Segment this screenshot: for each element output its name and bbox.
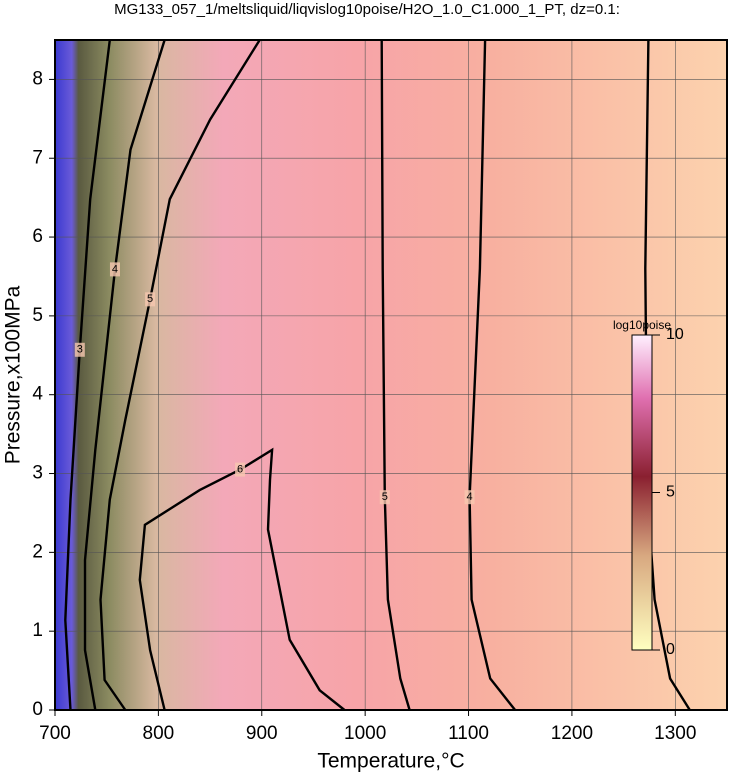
y-tick-label: 1 — [32, 620, 43, 641]
contour-line — [138, 447, 346, 711]
contour-label: 3 — [77, 344, 83, 356]
y-tick-label: 4 — [32, 384, 43, 405]
y-tick-label: 8 — [32, 68, 43, 89]
contour-label-bg — [74, 342, 85, 357]
contour-label-bg — [235, 462, 246, 477]
contour-label-bg — [464, 490, 475, 505]
x-tick-label: 1200 — [551, 723, 593, 744]
y-tick-label: 3 — [32, 463, 43, 484]
y-tick-label: 6 — [32, 226, 43, 247]
contour-label-bg — [379, 490, 390, 505]
contour-label-bg — [145, 292, 156, 307]
frame — [54, 39, 728, 711]
colorbar-tick-label: 0 — [666, 641, 675, 658]
contour-line — [380, 39, 411, 711]
contour-label-bg — [109, 262, 120, 277]
colorbar-tick-label: 10 — [666, 326, 684, 343]
y-axis-label: Pressure,x100MPa — [2, 285, 25, 464]
contour-label: 5 — [147, 293, 153, 305]
colorbar — [631, 334, 653, 651]
field — [55, 40, 727, 710]
contour-label: 6 — [237, 463, 243, 475]
colorbar-tick-label: 5 — [666, 484, 675, 501]
x-tick-label: 900 — [246, 723, 278, 744]
x-tick-label: 700 — [39, 723, 71, 744]
contour-label: 4 — [112, 263, 118, 275]
contour-line — [468, 39, 517, 711]
contour-line — [64, 39, 111, 711]
x-tick-label: 1000 — [344, 723, 386, 744]
y-tick-label: 5 — [32, 305, 43, 326]
contour-line — [83, 39, 166, 711]
contour-label: 5 — [382, 491, 388, 503]
y-tick-label: 0 — [32, 699, 43, 720]
y-tick-label: 7 — [32, 147, 43, 168]
x-tick-label: 800 — [143, 723, 175, 744]
contour-line — [99, 39, 261, 711]
x-tick-label: 1100 — [448, 723, 489, 744]
contour-label: 4 — [467, 491, 473, 503]
colorbar-label: log10poise — [613, 318, 671, 332]
x-axis-label: Temperature,°C — [317, 750, 464, 773]
x-tick-label: 1300 — [654, 723, 696, 744]
chart-title: MG133_057_1/meltsliquid/liqvislog10poise… — [114, 1, 620, 18]
y-tick-label: 2 — [32, 541, 43, 562]
